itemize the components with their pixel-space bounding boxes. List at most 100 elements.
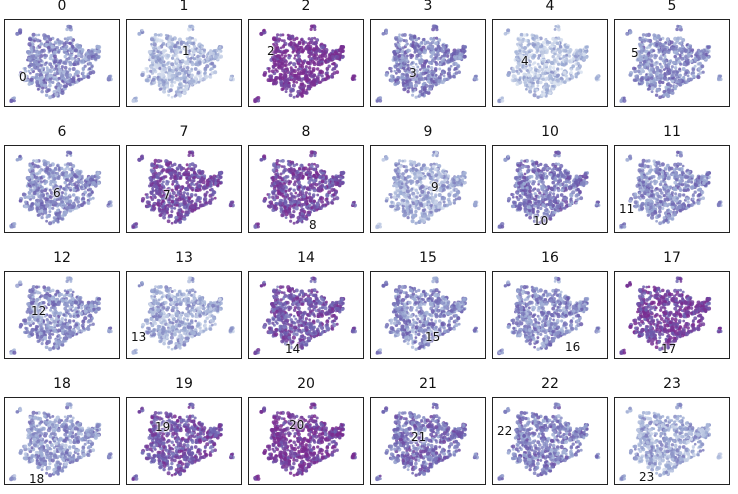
scatter-point <box>179 202 184 207</box>
scatter-point <box>198 62 202 66</box>
scatter-point <box>541 71 545 76</box>
scatter-point <box>426 79 431 84</box>
scatter-point <box>442 77 447 82</box>
scatter-point <box>175 203 179 207</box>
scatter-point <box>59 210 62 214</box>
scatter-point <box>427 47 431 51</box>
scatter-point <box>31 32 36 37</box>
scatter-point <box>162 193 166 197</box>
scatter-point <box>436 50 440 54</box>
scatter-point <box>175 77 180 82</box>
scatter-point <box>423 76 427 81</box>
scatter-point <box>634 74 638 78</box>
scatter-point <box>182 40 186 45</box>
scatter-point <box>389 67 393 70</box>
scatter-point <box>521 60 525 64</box>
scatter-point <box>158 66 162 71</box>
scatter-point <box>31 54 36 59</box>
scatter-point <box>669 40 674 45</box>
scatter-point <box>429 87 433 91</box>
scatter-point <box>284 86 289 91</box>
scatter-point <box>185 84 190 89</box>
scatter-point <box>83 57 88 61</box>
scatter-point <box>544 88 549 92</box>
scatter-point <box>312 62 317 67</box>
scatter-point <box>273 78 278 82</box>
scatter-point <box>553 73 557 77</box>
scatter-point <box>183 173 187 177</box>
scatter-point <box>171 180 176 184</box>
scatter-point <box>186 172 191 177</box>
scatter-point <box>425 40 430 45</box>
scatter-point <box>411 93 415 97</box>
scatter-point <box>660 65 664 69</box>
scatter-point <box>557 27 561 32</box>
scatter-point <box>201 185 205 189</box>
scatter-point <box>48 80 52 84</box>
scatter-point <box>54 218 59 223</box>
scatter-point <box>153 54 157 58</box>
scatter-point <box>446 77 450 81</box>
scatter-point <box>34 175 38 180</box>
scatter-point <box>199 53 203 57</box>
scatter-point <box>275 54 279 58</box>
scatter-point <box>533 68 538 73</box>
scatter-point <box>81 71 85 75</box>
scatter-point <box>515 65 520 70</box>
scatter-point <box>414 49 418 53</box>
scatter-point <box>634 79 638 82</box>
scatter-point <box>522 33 527 37</box>
scatter-point <box>65 154 69 157</box>
scatter-point <box>556 67 560 71</box>
scatter-point <box>71 193 76 197</box>
scatter-point <box>454 71 459 75</box>
scatter-point <box>453 66 458 71</box>
scatter-point <box>664 41 668 44</box>
scatter-point <box>171 182 175 186</box>
scatter-point <box>540 54 545 59</box>
scatter-point <box>156 175 160 180</box>
scatter-point <box>549 60 555 66</box>
scatter-point <box>424 68 428 73</box>
scatter-point <box>96 181 101 186</box>
scatter-point <box>170 175 174 179</box>
scatter-point <box>53 59 58 64</box>
scatter-point <box>302 41 306 44</box>
scatter-point <box>42 162 47 167</box>
scatter-point <box>678 41 681 45</box>
scatter-point <box>177 71 182 76</box>
scatter-point <box>506 73 511 77</box>
scatter-point <box>429 66 434 70</box>
scatter-point <box>565 77 569 81</box>
scatter-point <box>303 59 307 63</box>
scatter-point <box>413 88 417 92</box>
scatter-point <box>61 205 64 209</box>
scatter-point <box>154 59 159 64</box>
scatter-point <box>63 37 67 41</box>
scatter-point <box>60 191 64 195</box>
scatter-point <box>400 50 404 54</box>
scatter-point <box>430 46 435 51</box>
scatter-point <box>320 53 325 58</box>
scatter-point <box>56 87 61 93</box>
scatter-point <box>61 70 66 74</box>
scatter-point <box>256 95 261 101</box>
scatter-point <box>665 37 670 42</box>
scatter-point <box>416 80 421 85</box>
scatter-point <box>190 25 194 29</box>
scatter-point <box>419 77 424 82</box>
scatter-point <box>293 76 297 81</box>
scatter-point <box>197 80 201 84</box>
scatter-point <box>440 48 444 52</box>
scatter-point <box>531 36 535 40</box>
scatter-point <box>646 62 650 66</box>
scatter-point <box>51 171 55 175</box>
scatter-point <box>638 37 642 42</box>
scatter-point <box>13 225 16 229</box>
scatter-point <box>528 63 532 67</box>
scatter-point <box>39 66 44 71</box>
scatter-point <box>518 78 522 82</box>
scatter-point <box>299 93 302 96</box>
scatter-point <box>431 27 436 32</box>
